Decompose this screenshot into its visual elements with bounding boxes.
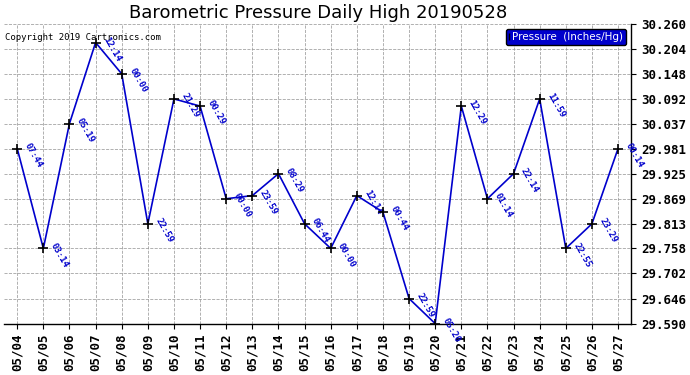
Text: 05:20: 05:20 [441,316,462,344]
Text: 22:59: 22:59 [153,216,175,244]
Text: 23:59: 23:59 [258,188,279,216]
Text: 05:19: 05:19 [75,116,97,144]
Legend: Pressure  (Inches/Hg): Pressure (Inches/Hg) [506,29,626,45]
Text: 00:00: 00:00 [336,241,357,269]
Text: 00:00: 00:00 [232,192,253,219]
Text: 22:14: 22:14 [519,166,540,194]
Text: 08:29: 08:29 [284,166,305,194]
Text: 22:59: 22:59 [415,291,436,319]
Text: Copyright 2019 Cartronics.com: Copyright 2019 Cartronics.com [5,33,161,42]
Text: 12:29: 12:29 [467,99,488,127]
Text: 01:14: 01:14 [493,192,514,219]
Text: 23:29: 23:29 [598,216,619,244]
Text: 00:29: 00:29 [206,99,227,127]
Title: Barometric Pressure Daily High 20190528: Barometric Pressure Daily High 20190528 [128,4,506,22]
Text: 22:55: 22:55 [571,241,593,269]
Text: 12:14: 12:14 [101,35,122,63]
Text: 00:44: 00:44 [388,205,410,232]
Text: 06:44: 06:44 [310,216,331,244]
Text: 12:14: 12:14 [362,188,384,216]
Text: 07:44: 07:44 [23,141,44,169]
Text: 11:59: 11:59 [545,92,566,119]
Text: 00:14: 00:14 [624,141,645,169]
Text: 03:14: 03:14 [49,241,70,269]
Text: 00:00: 00:00 [127,67,148,94]
Text: 21:29: 21:29 [179,92,201,119]
